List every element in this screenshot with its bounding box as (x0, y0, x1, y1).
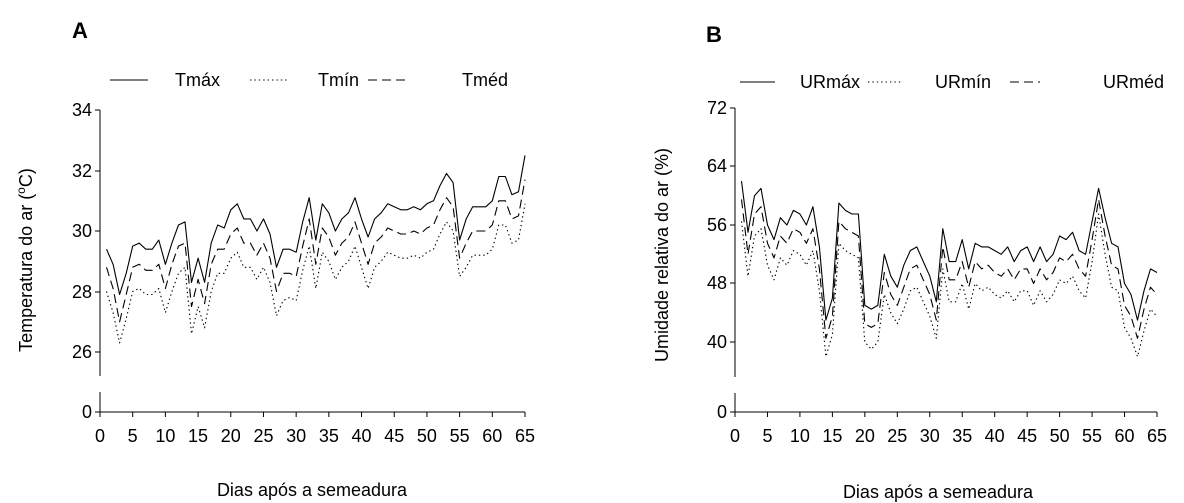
y-tick-label: 72 (707, 98, 727, 118)
x-tick-label: 55 (450, 426, 470, 446)
y-tick-label: 48 (707, 273, 727, 293)
x-tick-label: 35 (952, 426, 972, 446)
series-line-URmín (740, 213, 1158, 358)
panel-a-series (105, 155, 526, 344)
panel-a-axes: 0 26 28 30 32 34 0 5 10 15 20 25 30 35 40 45 50 55 60 65 (72, 100, 535, 446)
ylabel-part-3: C) (16, 168, 36, 187)
x-tick-label: 60 (1115, 426, 1135, 446)
y-tick-label: 34 (72, 100, 92, 120)
x-tick-label: 35 (319, 426, 339, 446)
panel-a-x-axis-title: Dias após a semeadura (217, 480, 408, 500)
series-line-URméd (740, 198, 1158, 339)
x-tick-label: 25 (253, 426, 273, 446)
x-tick-label: 5 (128, 426, 138, 446)
panel-b-x-axis-title: Dias após a semeadura (843, 482, 1034, 502)
series-line-URmáx (740, 181, 1158, 321)
panel-b-y-axis-title: Umidade relativa do ar (%) (652, 148, 672, 362)
x-tick-label: 50 (1050, 426, 1070, 446)
y-tick-label: 30 (72, 221, 92, 241)
panel-b-series (740, 181, 1158, 358)
panel-a-y-axis-title: Temperatura do ar (oC) (14, 168, 36, 352)
x-tick-label: 0 (95, 426, 105, 446)
panel-a-label: A (72, 18, 88, 43)
x-tick-label: 45 (384, 426, 404, 446)
x-tick-label: 15 (188, 426, 208, 446)
x-tick-label: 40 (985, 426, 1005, 446)
legend-label-Tmín: Tmín (318, 70, 359, 90)
legend-label-Tméd: Tméd (462, 70, 508, 90)
panel-b-axes: 0 40 48 56 64 72 0 5 10 15 20 25 30 35 40 45 50 55 60 65 (707, 98, 1167, 446)
y-tick-label: 40 (707, 332, 727, 352)
y-tick-label: 28 (72, 282, 92, 302)
y-tick-label: 64 (707, 156, 727, 176)
series-line-Tméd (105, 179, 526, 323)
x-tick-label: 50 (417, 426, 437, 446)
x-tick-label: 65 (515, 426, 535, 446)
panel-b-humidity-chart: B URmáx URmín URméd 0 40 48 56 64 72 0 5 10 15 20 25 3… (652, 22, 1167, 502)
y-tick-label: 0 (82, 402, 92, 422)
y-tick-label: 0 (717, 402, 727, 422)
panel-a-temperature-chart: A Tmáx Tmín Tméd 0 26 28 30 32 34 0 5 10 15 20 25 30 35… (14, 18, 535, 500)
x-tick-label: 60 (482, 426, 502, 446)
x-tick-label: 45 (1017, 426, 1037, 446)
series-line-Tmáx (105, 155, 526, 296)
panel-a-legend: Tmáx Tmín Tméd (110, 70, 508, 90)
x-tick-label: 5 (762, 426, 772, 446)
x-tick-label: 20 (221, 426, 241, 446)
x-tick-label: 20 (855, 426, 875, 446)
x-tick-label: 10 (790, 426, 810, 446)
x-tick-label: 65 (1147, 426, 1167, 446)
x-tick-label: 55 (1082, 426, 1102, 446)
x-tick-label: 0 (730, 426, 740, 446)
x-tick-label: 15 (822, 426, 842, 446)
legend-label-URmáx: URmáx (800, 72, 860, 92)
x-tick-label: 10 (155, 426, 175, 446)
x-tick-label: 25 (887, 426, 907, 446)
ylabel-part-1: Temperatura do ar ( (16, 194, 36, 352)
y-tick-label: 26 (72, 342, 92, 362)
x-tick-label: 30 (286, 426, 306, 446)
panel-b-legend: URmáx URmín URméd (740, 72, 1164, 92)
legend-label-Tmáx: Tmáx (175, 70, 220, 90)
panel-b-label: B (706, 22, 722, 47)
y-tick-label: 32 (72, 161, 92, 181)
y-tick-label: 56 (707, 215, 727, 235)
ylabel-degree-superscript: o (14, 187, 28, 194)
x-tick-label: 30 (920, 426, 940, 446)
x-tick-label: 40 (352, 426, 372, 446)
legend-label-URméd: URméd (1103, 72, 1164, 92)
legend-label-URmín: URmín (935, 72, 991, 92)
